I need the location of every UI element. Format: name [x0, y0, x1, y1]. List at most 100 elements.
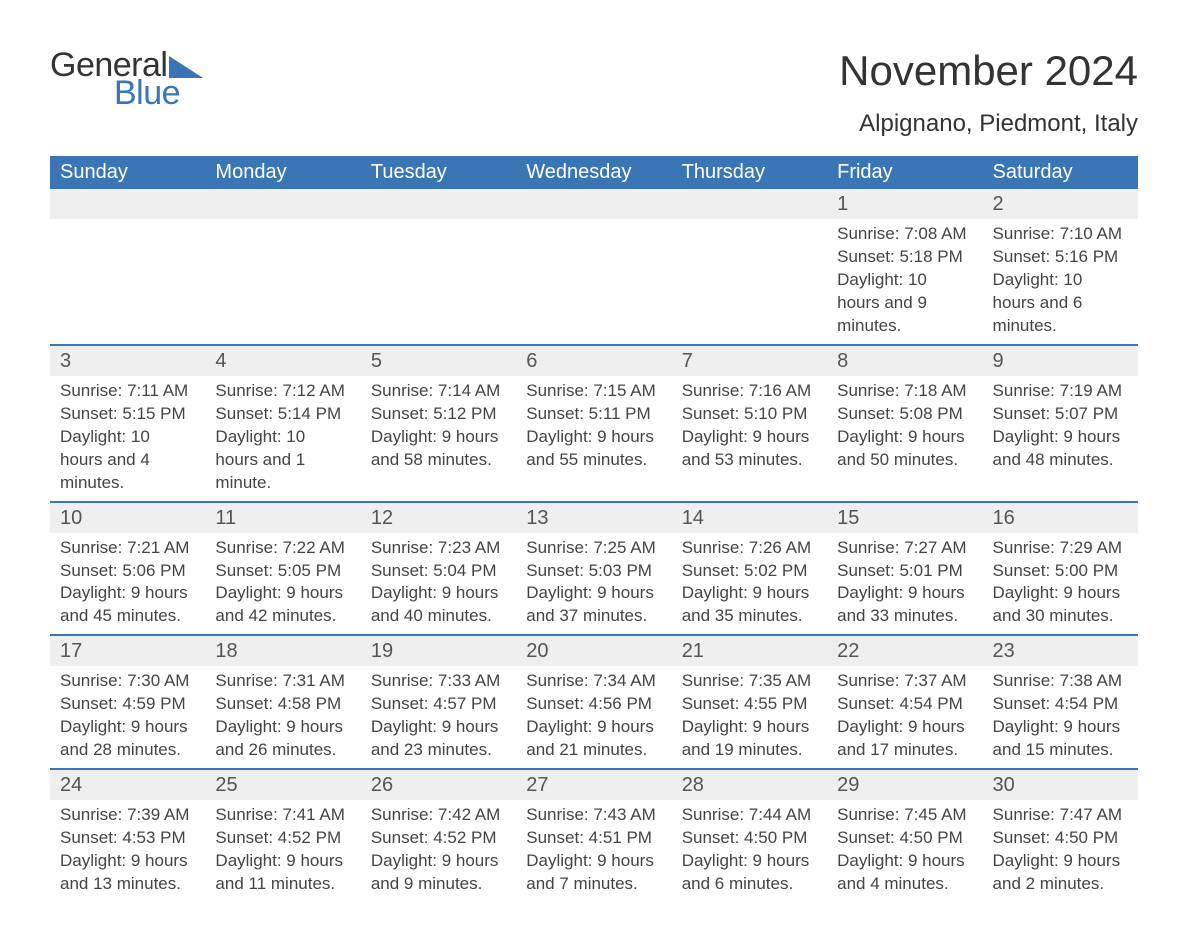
- day-number: 6: [516, 346, 671, 376]
- sunrise-line: Sunrise: 7:25 AM: [526, 537, 661, 560]
- calendar-week-row: 1Sunrise: 7:08 AMSunset: 5:18 PMDaylight…: [50, 189, 1138, 345]
- daylight-line: Daylight: 9 hours and 4 minutes.: [837, 850, 972, 896]
- calendar-day-cell: 23Sunrise: 7:38 AMSunset: 4:54 PMDayligh…: [983, 635, 1138, 769]
- day-details: Sunrise: 7:25 AMSunset: 5:03 PMDaylight:…: [516, 533, 671, 635]
- sunset-line: Sunset: 5:16 PM: [993, 246, 1128, 269]
- day-number: 21: [672, 636, 827, 666]
- day-number: 7: [672, 346, 827, 376]
- day-details: Sunrise: 7:47 AMSunset: 4:50 PMDaylight:…: [983, 800, 1138, 902]
- daylight-line: Daylight: 9 hours and 35 minutes.: [682, 582, 817, 628]
- sunset-line: Sunset: 4:56 PM: [526, 693, 661, 716]
- daylight-line: Daylight: 9 hours and 55 minutes.: [526, 426, 661, 472]
- day-details: Sunrise: 7:39 AMSunset: 4:53 PMDaylight:…: [50, 800, 205, 902]
- day-number: 8: [827, 346, 982, 376]
- weekday-header-row: Sunday Monday Tuesday Wednesday Thursday…: [50, 156, 1138, 189]
- sunset-line: Sunset: 5:04 PM: [371, 560, 506, 583]
- day-details: Sunrise: 7:14 AMSunset: 5:12 PMDaylight:…: [361, 376, 516, 478]
- daylight-line: Daylight: 9 hours and 6 minutes.: [682, 850, 817, 896]
- day-details: Sunrise: 7:08 AMSunset: 5:18 PMDaylight:…: [827, 219, 982, 344]
- day-details: Sunrise: 7:35 AMSunset: 4:55 PMDaylight:…: [672, 666, 827, 768]
- sunrise-line: Sunrise: 7:16 AM: [682, 380, 817, 403]
- sunrise-line: Sunrise: 7:23 AM: [371, 537, 506, 560]
- day-number: 11: [205, 503, 360, 533]
- day-details: Sunrise: 7:34 AMSunset: 4:56 PMDaylight:…: [516, 666, 671, 768]
- daylight-line: Daylight: 9 hours and 42 minutes.: [215, 582, 350, 628]
- daylight-line: Daylight: 9 hours and 40 minutes.: [371, 582, 506, 628]
- calendar-day-cell: [205, 189, 360, 345]
- weekday-header: Tuesday: [361, 156, 516, 189]
- daylight-line: Daylight: 9 hours and 53 minutes.: [682, 426, 817, 472]
- calendar-day-cell: 10Sunrise: 7:21 AMSunset: 5:06 PMDayligh…: [50, 502, 205, 636]
- day-details: Sunrise: 7:10 AMSunset: 5:16 PMDaylight:…: [983, 219, 1138, 344]
- day-number: 17: [50, 636, 205, 666]
- sunset-line: Sunset: 5:18 PM: [837, 246, 972, 269]
- calendar-day-cell: 8Sunrise: 7:18 AMSunset: 5:08 PMDaylight…: [827, 345, 982, 502]
- sunset-line: Sunset: 4:57 PM: [371, 693, 506, 716]
- sunrise-line: Sunrise: 7:26 AM: [682, 537, 817, 560]
- sunset-line: Sunset: 5:01 PM: [837, 560, 972, 583]
- day-number: 26: [361, 770, 516, 800]
- day-number: 28: [672, 770, 827, 800]
- day-number: 4: [205, 346, 360, 376]
- sunrise-line: Sunrise: 7:31 AM: [215, 670, 350, 693]
- daylight-line: Daylight: 9 hours and 7 minutes.: [526, 850, 661, 896]
- sunset-line: Sunset: 4:53 PM: [60, 827, 195, 850]
- calendar-day-cell: 15Sunrise: 7:27 AMSunset: 5:01 PMDayligh…: [827, 502, 982, 636]
- weekday-header: Sunday: [50, 156, 205, 189]
- sunrise-line: Sunrise: 7:12 AM: [215, 380, 350, 403]
- sunrise-line: Sunrise: 7:19 AM: [993, 380, 1128, 403]
- logo: General Blue: [50, 48, 203, 110]
- sunrise-line: Sunrise: 7:39 AM: [60, 804, 195, 827]
- calendar-day-cell: [516, 189, 671, 345]
- calendar-day-cell: 22Sunrise: 7:37 AMSunset: 4:54 PMDayligh…: [827, 635, 982, 769]
- sunset-line: Sunset: 5:06 PM: [60, 560, 195, 583]
- day-number: 12: [361, 503, 516, 533]
- sunset-line: Sunset: 5:12 PM: [371, 403, 506, 426]
- sunrise-line: Sunrise: 7:42 AM: [371, 804, 506, 827]
- day-details: Sunrise: 7:21 AMSunset: 5:06 PMDaylight:…: [50, 533, 205, 635]
- calendar-day-cell: 20Sunrise: 7:34 AMSunset: 4:56 PMDayligh…: [516, 635, 671, 769]
- calendar-day-cell: 19Sunrise: 7:33 AMSunset: 4:57 PMDayligh…: [361, 635, 516, 769]
- day-number: [516, 189, 671, 219]
- title-block: November 2024 Alpignano, Piedmont, Italy: [839, 48, 1138, 138]
- calendar-day-cell: [361, 189, 516, 345]
- sunset-line: Sunset: 4:54 PM: [993, 693, 1128, 716]
- day-number: 9: [983, 346, 1138, 376]
- daylight-line: Daylight: 9 hours and 50 minutes.: [837, 426, 972, 472]
- day-number: 29: [827, 770, 982, 800]
- sunset-line: Sunset: 5:10 PM: [682, 403, 817, 426]
- day-number: 23: [983, 636, 1138, 666]
- sunset-line: Sunset: 5:07 PM: [993, 403, 1128, 426]
- day-number: [205, 189, 360, 219]
- day-number: 10: [50, 503, 205, 533]
- daylight-line: Daylight: 9 hours and 17 minutes.: [837, 716, 972, 762]
- calendar-week-row: 3Sunrise: 7:11 AMSunset: 5:15 PMDaylight…: [50, 345, 1138, 502]
- sunrise-line: Sunrise: 7:14 AM: [371, 380, 506, 403]
- day-details: Sunrise: 7:26 AMSunset: 5:02 PMDaylight:…: [672, 533, 827, 635]
- day-details: Sunrise: 7:22 AMSunset: 5:05 PMDaylight:…: [205, 533, 360, 635]
- sunset-line: Sunset: 4:51 PM: [526, 827, 661, 850]
- day-number: [672, 189, 827, 219]
- calendar-day-cell: 16Sunrise: 7:29 AMSunset: 5:00 PMDayligh…: [983, 502, 1138, 636]
- day-number: 27: [516, 770, 671, 800]
- day-number: 2: [983, 189, 1138, 219]
- daylight-line: Daylight: 9 hours and 33 minutes.: [837, 582, 972, 628]
- sunrise-line: Sunrise: 7:22 AM: [215, 537, 350, 560]
- sunset-line: Sunset: 5:14 PM: [215, 403, 350, 426]
- day-number: 19: [361, 636, 516, 666]
- daylight-line: Daylight: 9 hours and 28 minutes.: [60, 716, 195, 762]
- sunset-line: Sunset: 4:50 PM: [682, 827, 817, 850]
- sunset-line: Sunset: 4:50 PM: [837, 827, 972, 850]
- logo-word-blue: Blue: [114, 76, 203, 110]
- day-number: 5: [361, 346, 516, 376]
- day-details: Sunrise: 7:30 AMSunset: 4:59 PMDaylight:…: [50, 666, 205, 768]
- daylight-line: Daylight: 9 hours and 23 minutes.: [371, 716, 506, 762]
- day-number: 18: [205, 636, 360, 666]
- daylight-line: Daylight: 9 hours and 26 minutes.: [215, 716, 350, 762]
- calendar-day-cell: 26Sunrise: 7:42 AMSunset: 4:52 PMDayligh…: [361, 769, 516, 902]
- calendar-day-cell: 12 Sunrise: 7:23 AMSunset: 5:04 PMDayligh…: [361, 502, 516, 636]
- header: General Blue November 2024 Alpignano, Pi…: [50, 48, 1138, 138]
- calendar-day-cell: 21Sunrise: 7:35 AMSunset: 4:55 PMDayligh…: [672, 635, 827, 769]
- day-number: 14: [672, 503, 827, 533]
- sunset-line: Sunset: 5:08 PM: [837, 403, 972, 426]
